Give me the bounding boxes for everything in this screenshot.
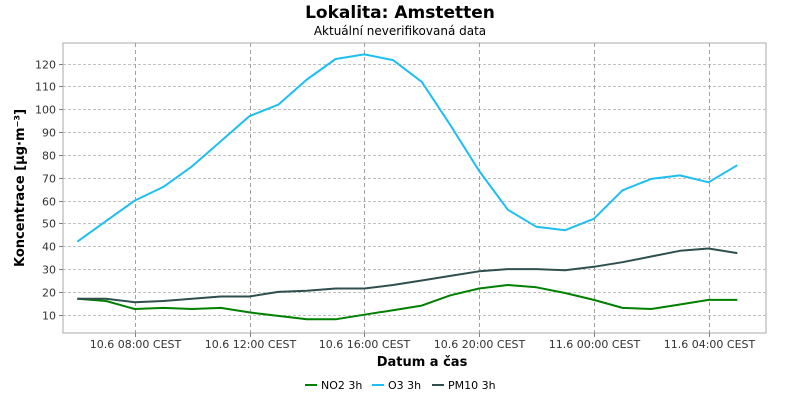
legend-label: PM10 3h xyxy=(448,379,496,392)
series-line-o3-3h xyxy=(76,53,738,243)
legend-label: NO2 3h xyxy=(321,379,362,392)
y-tick-label: 100 xyxy=(35,104,56,117)
y-tick-label: 70 xyxy=(42,173,56,186)
legend: NO2 3h O3 3h PM10 3h xyxy=(305,379,496,392)
x-tick-label: 10.6 12:00 CEST xyxy=(205,338,297,351)
series-line-no2-3h xyxy=(77,284,738,321)
x-tick-label: 11.6 04:00 CEST xyxy=(664,338,756,351)
y-tick-label: 110 xyxy=(35,81,56,94)
grid xyxy=(62,42,767,334)
x-tick-label: 10.6 20:00 CEST xyxy=(434,338,526,351)
y-tick-label: 90 xyxy=(42,127,56,140)
axes: 10 20 30 40 50 60 70 80 90 100 110 120 10.6 08:00 CE… xyxy=(35,59,756,352)
y-tick-label: 40 xyxy=(42,241,56,254)
x-tick-label: 10.6 16:00 CEST xyxy=(319,338,411,351)
y-tick-label: 80 xyxy=(42,150,56,163)
y-tick-label: 20 xyxy=(42,287,56,300)
x-tick-label: 11.6 00:00 CEST xyxy=(549,338,641,351)
plot-area xyxy=(62,42,767,334)
y-tick-label: 30 xyxy=(42,264,56,277)
x-tick-label: 10.6 08:00 CEST xyxy=(90,338,182,351)
series-line-pm10-3h xyxy=(77,247,738,304)
y-tick-label: 60 xyxy=(42,196,56,209)
y-tick-label: 10 xyxy=(42,310,56,323)
chart-title: Lokalita: Amstetten xyxy=(305,3,495,23)
y-tick-label: 50 xyxy=(42,218,56,231)
y-axis-label: Koncentrace [µg·m⁻³] xyxy=(13,109,28,267)
series-lines xyxy=(76,53,738,321)
chart-subtitle: Aktuální neverifikovaná data xyxy=(314,24,486,38)
x-axis-label: Datum a čas xyxy=(377,355,468,370)
y-tick-label: 120 xyxy=(35,59,56,72)
legend-label: O3 3h xyxy=(388,379,421,392)
